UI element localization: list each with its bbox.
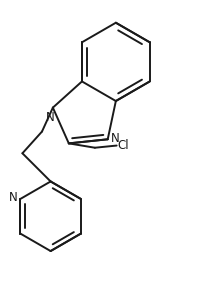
Text: Cl: Cl [118, 139, 129, 152]
Text: N: N [111, 132, 120, 145]
Text: N: N [46, 111, 55, 124]
Text: N: N [8, 191, 17, 204]
